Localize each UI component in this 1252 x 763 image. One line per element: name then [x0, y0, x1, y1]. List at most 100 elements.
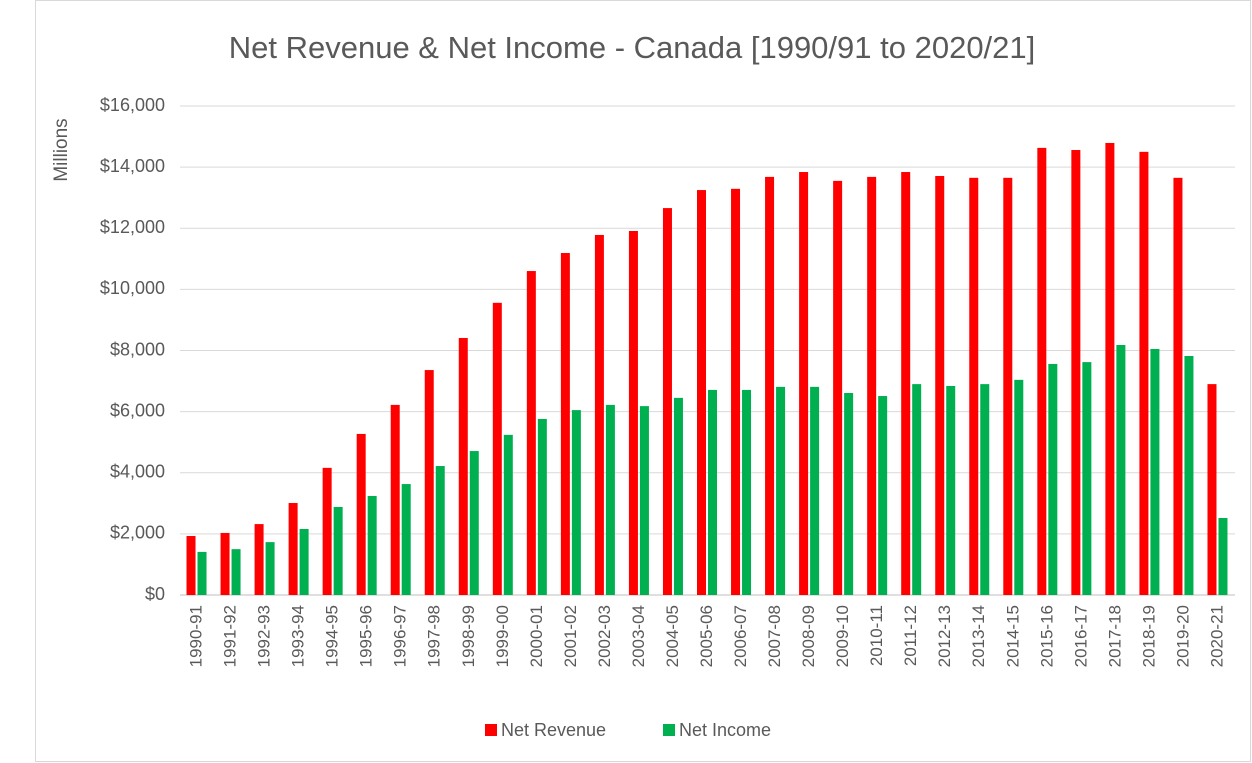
- bar: [1150, 348, 1160, 595]
- legend-swatch: [485, 724, 497, 736]
- bar: [1218, 517, 1228, 595]
- y-tick-label: $16,000: [100, 95, 165, 115]
- bar: [765, 176, 775, 595]
- x-tick-label: 2020-21: [1207, 605, 1226, 667]
- y-tick-label: $12,000: [100, 217, 165, 237]
- x-tick-label: 1992-93: [255, 605, 274, 667]
- x-tick-label: 2008-09: [799, 605, 818, 667]
- bar: [1139, 151, 1149, 595]
- y-tick-label: $10,000: [100, 278, 165, 298]
- x-tick-label: 2005-06: [697, 605, 716, 667]
- x-tick-label: 2007-08: [765, 605, 784, 667]
- x-tick-label: 2015-16: [1037, 605, 1056, 667]
- bar: [628, 231, 638, 596]
- bar: [265, 542, 275, 595]
- x-tick-label: 1993-94: [289, 605, 308, 667]
- bar: [1037, 147, 1047, 596]
- bar: [969, 177, 979, 595]
- bar: [526, 271, 536, 595]
- bar: [492, 302, 502, 595]
- y-tick-label: $4,000: [110, 462, 165, 482]
- bar: [469, 451, 479, 595]
- bar: [810, 386, 820, 595]
- x-tick-label: 2016-17: [1071, 605, 1090, 667]
- bar: [935, 175, 945, 595]
- y-tick-label: $6,000: [110, 400, 165, 420]
- bar: [231, 549, 241, 595]
- bar: [946, 385, 956, 595]
- bar: [731, 188, 741, 595]
- bar: [697, 190, 706, 595]
- bar: [390, 404, 400, 595]
- bar: [435, 466, 445, 595]
- x-tick-label: 2019-20: [1173, 605, 1192, 667]
- y-tick-label: $2,000: [110, 523, 165, 543]
- bar: [322, 467, 332, 595]
- bar: [901, 172, 911, 595]
- x-tick-label: 2011-12: [901, 605, 920, 666]
- x-tick-label: 1999-00: [493, 605, 512, 667]
- bar: [776, 386, 786, 595]
- x-tick-label: 1997-98: [425, 605, 444, 667]
- bar: [594, 234, 604, 595]
- bar: [1184, 356, 1194, 595]
- y-tick-label: $8,000: [110, 339, 165, 359]
- y-tick-label: $0: [145, 584, 165, 604]
- bar: [299, 528, 309, 595]
- bar: [1105, 142, 1115, 595]
- bar: [401, 484, 411, 595]
- x-tick-label: 1995-96: [357, 605, 376, 667]
- bar: [662, 208, 672, 596]
- y-tick-label: $14,000: [100, 156, 165, 176]
- bar: [799, 172, 809, 595]
- x-tick-label: 2014-15: [1003, 605, 1022, 667]
- bar: [742, 389, 752, 595]
- bar: [571, 410, 581, 595]
- x-tick-label: 2001-02: [561, 605, 580, 667]
- x-tick-label: 2003-04: [629, 605, 648, 667]
- bar: [605, 404, 615, 595]
- bar: [333, 506, 343, 595]
- bar: [220, 532, 230, 595]
- x-tick-label: 2010-11: [867, 605, 886, 666]
- bar: [356, 433, 366, 595]
- bar: [1173, 177, 1183, 595]
- bar: [639, 406, 649, 595]
- bar: [1207, 384, 1217, 595]
- bar: [503, 434, 513, 595]
- x-tick-label: 1996-97: [391, 605, 410, 667]
- x-tick-label: 1990-91: [187, 605, 206, 667]
- bar: [1116, 344, 1126, 595]
- chart-title: Net Revenue & Net Income - Canada [1990/…: [229, 30, 1036, 65]
- bar: [197, 551, 207, 595]
- bar: [1071, 150, 1081, 595]
- x-tick-label: 2013-14: [969, 605, 988, 667]
- x-tick-label: 2006-07: [731, 605, 750, 667]
- legend-label: Net Income: [679, 720, 771, 740]
- x-tick-label: 1998-99: [459, 605, 478, 667]
- bar: [1003, 177, 1013, 595]
- bar: [1048, 363, 1058, 595]
- x-tick-label: 2000-01: [527, 605, 546, 667]
- x-tick-label: 2018-19: [1139, 605, 1158, 667]
- x-tick-label: 1991-92: [221, 605, 240, 667]
- y-axis-label: Millions: [51, 118, 72, 181]
- bar: [708, 389, 717, 595]
- bar: [560, 253, 570, 596]
- x-tick-label: 2004-05: [663, 605, 682, 667]
- x-tick-label: 2012-13: [935, 605, 954, 667]
- x-tick-label: 2002-03: [595, 605, 614, 667]
- bar: [867, 176, 877, 595]
- x-tick-label: 2009-10: [833, 605, 852, 667]
- bar: [458, 337, 468, 595]
- bar: [673, 397, 683, 595]
- bar: [288, 503, 298, 595]
- legend-label: Net Revenue: [501, 720, 606, 740]
- bar: [537, 418, 547, 595]
- bar: [424, 370, 434, 595]
- bar: [367, 495, 377, 595]
- bar: [980, 384, 990, 595]
- bar: [878, 396, 888, 595]
- bar: [1082, 362, 1092, 595]
